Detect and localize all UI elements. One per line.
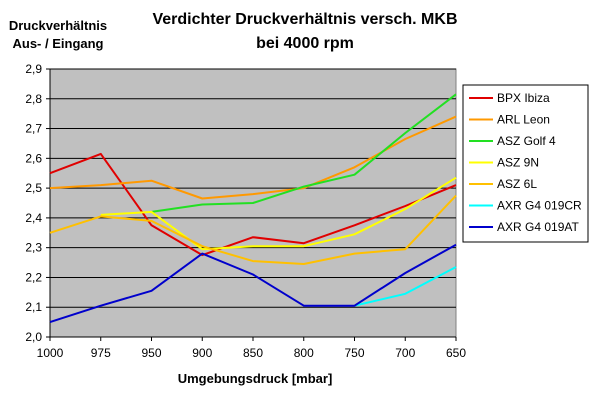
- y-tick-label: 2,0: [25, 330, 42, 344]
- chart-title-line1: Verdichter Druckverhältnis versch. MKB: [152, 11, 458, 28]
- legend-label: ASZ Golf 4: [497, 134, 556, 148]
- y-tick-label: 2,7: [25, 122, 42, 136]
- x-tick-label: 650: [446, 346, 466, 360]
- x-tick-label: 700: [395, 346, 415, 360]
- series-line-axr-g4-019cr: [354, 266, 457, 307]
- chart-title: Verdichter Druckverhältnis versch. MKB b…: [130, 8, 480, 56]
- x-tick-labels: 1000 975 950 900 850 800 750 700 650: [37, 346, 467, 360]
- x-tick-label: 900: [192, 346, 212, 360]
- legend-label: ASZ 6L: [497, 177, 537, 191]
- y-tick-label: 2,8: [25, 92, 42, 106]
- series-line-asz-9n: [100, 176, 457, 251]
- y-tick-label: 2,5: [25, 181, 42, 195]
- y-axis-title-line2: Aus- / Eingang: [12, 36, 104, 51]
- axes: [46, 68, 457, 341]
- y-tick-label: 2,3: [25, 241, 42, 255]
- series-line-asz-6l: [49, 194, 457, 265]
- x-tick-label: 750: [344, 346, 364, 360]
- legend-label: AXR G4 019AT: [497, 220, 579, 234]
- y-axis-title: Druckverhältnis Aus- / Eingang: [8, 17, 108, 53]
- series-line-arl-leon: [49, 115, 457, 200]
- y-tick-label: 2,2: [25, 270, 42, 284]
- y-tick-label: 2,6: [25, 151, 42, 165]
- legend-label: ASZ 9N: [497, 156, 539, 170]
- y-tick-label: 2,1: [25, 300, 42, 314]
- y-tick-label: 2,4: [25, 211, 42, 225]
- legend-label: AXR G4 019CR: [497, 199, 582, 213]
- y-tick-label: 2,9: [25, 62, 42, 76]
- series-line-axr-g4-019at: [49, 243, 457, 324]
- series-lines: [49, 93, 457, 324]
- x-tick-label: 1000: [37, 346, 64, 360]
- x-axis-title: Umgebungsdruck [mbar]: [177, 371, 333, 386]
- y-axis-title-line1: Druckverhältnis: [8, 18, 108, 33]
- legend-label: BPX Ibiza: [497, 91, 550, 105]
- legend-label: ARL Leon: [497, 113, 550, 127]
- chart-title-line2: bei 4000 rpm: [256, 35, 354, 52]
- x-tick-label: 950: [141, 346, 161, 360]
- legend: BPX Ibiza ARL Leon ASZ Golf 4 ASZ 9N ASZ 6L A…: [462, 84, 589, 243]
- x-tick-label: 850: [243, 346, 263, 360]
- series-line-bpx-ibiza: [49, 152, 457, 257]
- y-tick-labels: 2,0 2,1 2,2 2,3 2,4 2,5 2,6 2,7 2,8 2,9: [25, 62, 42, 344]
- x-tick-label: 975: [91, 346, 111, 360]
- series-line-asz-golf-4: [151, 93, 457, 213]
- x-tick-label: 800: [294, 346, 314, 360]
